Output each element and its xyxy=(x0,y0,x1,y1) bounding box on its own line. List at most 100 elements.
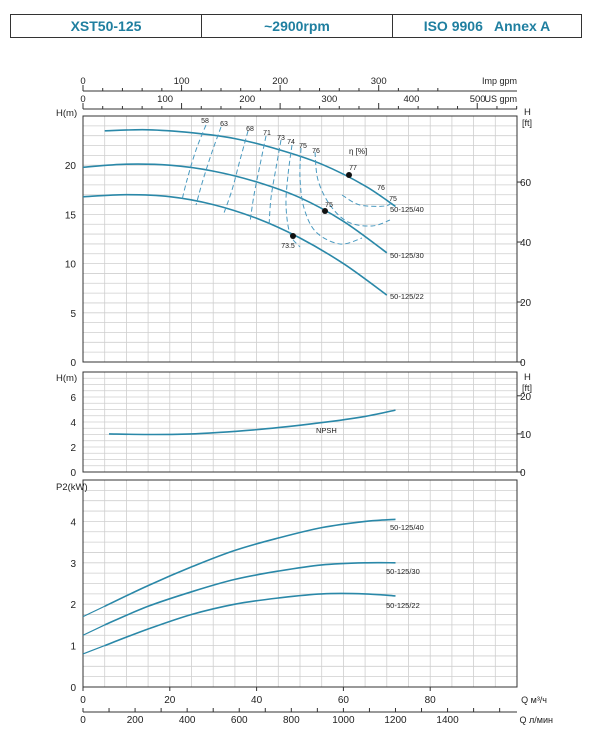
imp-gpm-tick-label: 200 xyxy=(272,76,288,87)
imp-gpm-tick-label: 300 xyxy=(371,76,387,87)
us-gpm-tick-label: 200 xyxy=(239,94,255,105)
q-m3h-tick-label: 40 xyxy=(251,695,263,706)
p2-tick-label: 3 xyxy=(70,559,76,570)
q-lmin-tick-label: 0 xyxy=(80,715,86,726)
q-m3h-tick-label: 0 xyxy=(80,695,86,706)
h-axis-label: H(m) xyxy=(56,108,77,119)
npsh-tick-label: 4 xyxy=(70,418,76,429)
plot-frame xyxy=(82,115,518,363)
efficiency-label: 75 xyxy=(299,143,307,150)
us-gpm-tick-label: 100 xyxy=(157,94,173,105)
hq-curve-50-125/22 xyxy=(82,193,388,296)
npsh-curve xyxy=(108,409,396,436)
p2-curve-50-125/30 xyxy=(104,561,396,626)
plot-frame xyxy=(82,479,518,688)
h-tick-label: 10 xyxy=(65,260,77,271)
plot-frame xyxy=(82,371,518,473)
p2-tick-label: 2 xyxy=(70,600,76,611)
bep-marker-77 xyxy=(346,172,352,178)
q-lmin-tick-label: 200 xyxy=(127,715,144,726)
hq-curve-50-125/30 xyxy=(82,163,388,254)
hq-curve-label: 50-125/30 xyxy=(390,251,424,260)
npsh-ft-axis-label: H xyxy=(524,372,531,383)
npsh-tick-label: 6 xyxy=(70,393,76,404)
efficiency-label: 77 xyxy=(349,165,357,172)
us-gpm-tick-label: 400 xyxy=(404,94,420,105)
npsh-tick-label: 0 xyxy=(70,468,76,479)
hq-curve-label: 50-125/22 xyxy=(390,292,424,301)
h-tick-label: 0 xyxy=(70,358,76,369)
efficiency-isoline xyxy=(285,144,301,248)
efficiency-label: 73 xyxy=(277,135,285,142)
p2-curve-50-125/40 xyxy=(104,518,396,608)
bep-marker-73.5 xyxy=(290,233,296,239)
imp-gpm-tick-label: 100 xyxy=(174,76,190,87)
efficiency-isoline xyxy=(268,139,282,228)
q-lmin-tick-label: 1000 xyxy=(332,715,355,726)
hq-curve-label: 50-125/40 xyxy=(390,205,424,214)
standard-title: ISO 9906 Annex A xyxy=(423,18,551,34)
npsh-ft-tick-label: 10 xyxy=(520,430,532,441)
efficiency-label: 68 xyxy=(246,126,254,133)
npsh-curve-label: NPSH xyxy=(316,426,337,435)
efficiency-isoline xyxy=(341,194,393,207)
efficiency-label: 71 xyxy=(263,130,271,137)
imp-gpm-axis-label: Imp gpm xyxy=(482,76,517,86)
bep-marker-75 xyxy=(322,208,328,214)
p2-curve-label: 50-125/30 xyxy=(386,567,420,576)
us-gpm-tick-label: 0 xyxy=(80,94,85,105)
imp-gpm-tick-label: 0 xyxy=(80,76,85,87)
q-m3h-tick-label: 20 xyxy=(164,695,176,706)
npsh-ft-tick-label: 20 xyxy=(520,392,532,403)
p2-tick-label: 0 xyxy=(70,683,76,694)
h-tick-label: 20 xyxy=(65,161,77,172)
npsh-axis-label: H(m) xyxy=(56,373,77,384)
p2-axis-label: P2(kW) xyxy=(56,482,88,493)
npsh-ft-tick-label: 0 xyxy=(520,468,526,479)
efficiency-label: 76 xyxy=(377,185,385,192)
efficiency-isoline xyxy=(299,147,363,245)
q-lmin-tick-label: 800 xyxy=(283,715,300,726)
h-tick-label: 15 xyxy=(65,210,77,221)
p2-tick-label: 4 xyxy=(70,517,76,528)
us-gpm-axis-label: US gpm xyxy=(484,94,517,104)
p2-curve-label: 50-125/40 xyxy=(390,523,424,532)
hq-curve-50-125/40 xyxy=(104,128,396,208)
efficiency-isoline xyxy=(223,130,249,214)
npsh-ft-axis-unit: [ft] xyxy=(522,383,532,393)
h-ft-tick-label: 60 xyxy=(520,178,532,189)
h-ft-tick-label: 40 xyxy=(520,238,532,249)
efficiency-title: η [%] xyxy=(349,147,367,156)
npsh-tick-label: 2 xyxy=(70,443,76,454)
q-lmin-tick-label: 600 xyxy=(231,715,248,726)
speed-title: ~2900rpm xyxy=(202,15,393,37)
p2-extension xyxy=(82,605,105,618)
q-lmin-axis-label: Q л/мин xyxy=(520,715,553,725)
efficiency-label: 75 xyxy=(389,196,397,203)
efficiency-label: 76 xyxy=(312,148,320,155)
efficiency-label: 75 xyxy=(325,202,333,209)
h-tick-label: 5 xyxy=(70,309,76,320)
efficiency-isoline xyxy=(195,126,222,206)
us-gpm-tick-label: 500 xyxy=(470,94,486,105)
p2-extension xyxy=(82,624,105,636)
p2-curve-50-125/22 xyxy=(104,592,396,647)
efficiency-label: 58 xyxy=(201,118,209,125)
q-m3h-tick-label: 80 xyxy=(425,695,437,706)
efficiency-label: 74 xyxy=(287,139,295,146)
efficiency-isoline xyxy=(249,135,267,223)
q-m3h-axis-label: Q м³/ч xyxy=(521,695,547,705)
us-gpm-tick-label: 300 xyxy=(321,94,337,105)
p2-tick-label: 1 xyxy=(70,642,76,653)
efficiency-label: 63 xyxy=(220,121,228,128)
q-lmin-tick-label: 1400 xyxy=(436,715,459,726)
p2-extension xyxy=(82,645,105,655)
model-title: XST50-125 xyxy=(11,15,202,37)
q-m3h-tick-label: 60 xyxy=(338,695,350,706)
p2-curve-label: 50-125/22 xyxy=(386,601,420,610)
efficiency-isoline xyxy=(314,151,391,227)
h-ft-tick-label: 20 xyxy=(520,298,532,309)
q-lmin-tick-label: 400 xyxy=(179,715,196,726)
efficiency-label: 73.5 xyxy=(281,243,295,250)
